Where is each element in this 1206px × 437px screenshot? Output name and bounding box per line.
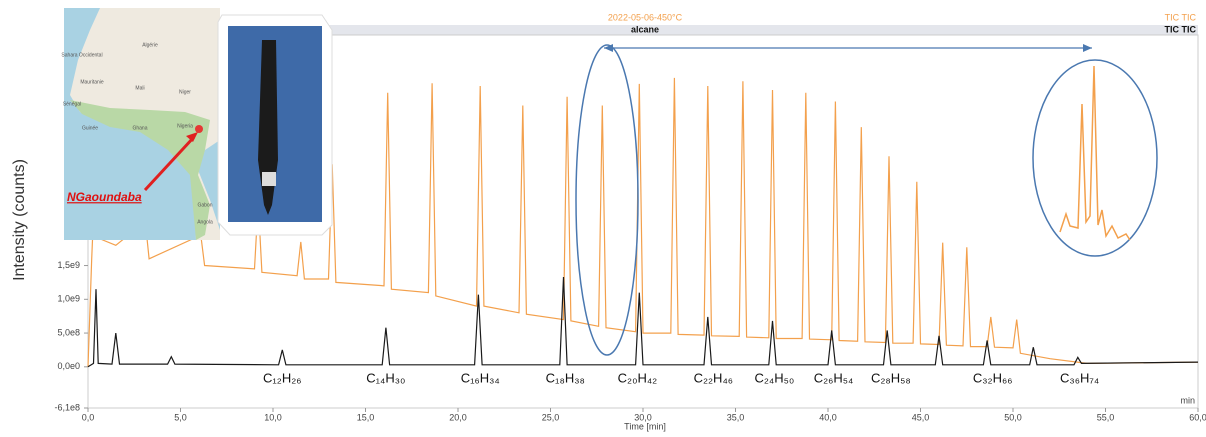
x-tick-label: 50,0 <box>1004 412 1022 422</box>
peak-label: C₂₀H₄₂ <box>618 370 658 385</box>
series-title: alcane <box>631 24 659 34</box>
map-arrow <box>143 135 196 192</box>
x-tick-label: 45,0 <box>912 412 930 422</box>
map-labels: Sahara Occidental Algérie Mauritanie Mali Ni… <box>61 42 213 225</box>
header-band <box>325 25 1198 35</box>
series-line <box>87 77 1199 367</box>
map-label: Nigeria <box>177 123 193 129</box>
photo-inset <box>217 14 333 236</box>
peak-label: C₃₆H₇₄ <box>1060 370 1099 385</box>
peak-label: C₂₈H₅₈ <box>871 370 911 385</box>
highlights <box>575 44 1158 356</box>
x-tick-label: 15,0 <box>357 412 375 422</box>
peak-label: C₃₂H₆₆ <box>973 370 1013 385</box>
y-tick-label: 1,5e9 <box>57 260 80 270</box>
x-tick-label: 55,0 <box>1097 412 1115 422</box>
peak-label: C₁₂H₂₆ <box>263 370 302 385</box>
x-tick-label: 40,0 <box>819 412 837 422</box>
y-tick-label: 1,0e9 <box>57 294 80 304</box>
map-label: Angola <box>197 219 213 225</box>
zoom-ellipse <box>1032 59 1158 257</box>
y-tick-label: -6,1e8 <box>54 402 80 412</box>
map-label: Sahara Occidental <box>61 52 102 58</box>
peak-label: C₂₆H₅₄ <box>814 370 854 385</box>
peak-label: C₂₄H₅₀ <box>754 370 794 385</box>
highlight-ellipse <box>575 44 639 356</box>
series-line <box>87 276 1199 368</box>
y-tick-label: 0,0e0 <box>57 361 80 371</box>
peak-label: C₁₆H₃₄ <box>461 370 500 385</box>
x-tick-label: 10,0 <box>264 412 282 422</box>
photo-object <box>258 40 278 215</box>
map-label: Guinée <box>82 125 98 131</box>
map-label: Ghana <box>132 125 147 131</box>
x-tick-label: 25,0 <box>542 412 560 422</box>
x-axis-label: Time [min] <box>624 421 666 431</box>
header-band <box>325 10 1198 24</box>
map-arrow-head <box>186 132 198 142</box>
map-label: Mali <box>135 85 144 91</box>
detector-label: TIC TIC <box>1165 12 1197 22</box>
map-vegetation <box>70 100 210 240</box>
map-pin <box>195 125 203 133</box>
peak-label: C₁₄H₃₀ <box>366 370 405 385</box>
peak-label: C₁₈H₃₈ <box>546 370 585 385</box>
x-tick-label: 30,0 <box>634 412 652 422</box>
x-tick-label: 35,0 <box>727 412 745 422</box>
map-label: Mauritanie <box>80 79 104 85</box>
map-inset: Sahara Occidental Algérie Mauritanie Mali Ni… <box>61 8 220 240</box>
map-marker-label: NGaoundaba <box>67 190 142 204</box>
y-tick-label: 5,0e8 <box>57 327 80 337</box>
series-title: 2022-05-06-450°C <box>608 12 683 22</box>
map-label: Algérie <box>142 42 158 48</box>
x-tick-label: 0,0 <box>82 412 95 422</box>
y-axis-label: Intensity (counts) <box>11 159 28 281</box>
plot: -6,1e80,0e05,0e81,0e91,5e92,02,53,03,54,… <box>54 30 1206 422</box>
map-label: Gabon <box>197 202 212 208</box>
x-unit: min <box>1180 395 1195 405</box>
detector-label: TIC TIC <box>1165 24 1197 34</box>
x-tick-label: 5,0 <box>174 412 187 422</box>
peak-label: C₂₂H₄₆ <box>694 370 733 385</box>
map-label: Sénégal <box>63 101 81 107</box>
photo-object-band <box>262 172 276 186</box>
x-tick-label: 20,0 <box>449 412 467 422</box>
map-label: Niger <box>179 89 191 95</box>
x-tick-label: 60,0 <box>1189 412 1206 422</box>
zoomed-trace <box>1059 65 1131 241</box>
